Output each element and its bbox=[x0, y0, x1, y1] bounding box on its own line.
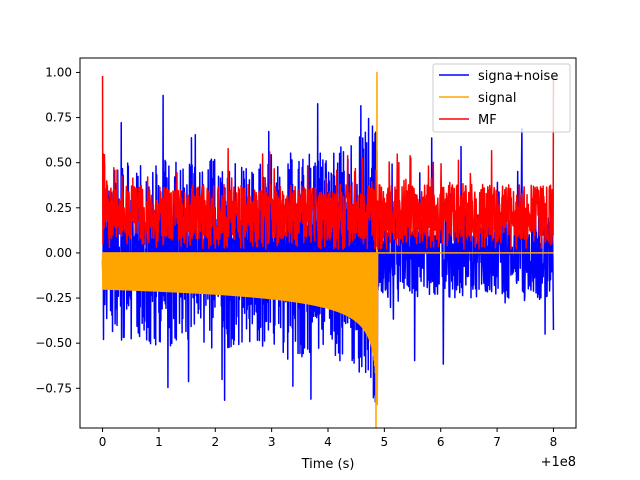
y-tick-label: 0.75 bbox=[45, 111, 72, 125]
x-tick-label: 7 bbox=[493, 435, 501, 449]
x-tick-label: 5 bbox=[381, 435, 389, 449]
x-tick-label: 3 bbox=[268, 435, 276, 449]
y-tick-label: 0.25 bbox=[45, 201, 72, 215]
legend: signa+noise signal MF bbox=[432, 63, 571, 133]
legend-label-signal-noise: signa+noise bbox=[478, 69, 558, 84]
x-axis-label: Time (s) bbox=[301, 457, 355, 472]
x-tick-label: 6 bbox=[437, 435, 445, 449]
axes-layer: 0 1 2 3 4 5 6 7 8 −0.75 −0.50 −0.25 0.00 0.25 0.50 0.75… bbox=[35, 57, 577, 449]
series-line-signal bbox=[101, 71, 554, 428]
legend-label-signal: signal bbox=[478, 91, 516, 106]
y-tick-label: 1.00 bbox=[45, 65, 72, 79]
series-layer bbox=[101, 71, 555, 428]
x-tick-label: 8 bbox=[550, 435, 558, 449]
legend-frame bbox=[432, 63, 571, 133]
x-tick-label: 4 bbox=[324, 435, 332, 449]
y-tick-label: 0.50 bbox=[45, 156, 72, 170]
x-tick-label: 1 bbox=[155, 435, 163, 449]
legend-label-mf: MF bbox=[478, 113, 497, 128]
x-offset-label: +1e8 bbox=[541, 455, 576, 470]
y-tick-label: −0.50 bbox=[35, 336, 72, 350]
y-tick-label: −0.75 bbox=[35, 381, 72, 395]
y-tick-label: −0.25 bbox=[35, 291, 72, 305]
x-tick-label: 0 bbox=[99, 435, 107, 449]
x-tick-label: 2 bbox=[211, 435, 219, 449]
series-line-mf bbox=[101, 76, 555, 251]
y-tick-label: 0.00 bbox=[45, 246, 72, 260]
